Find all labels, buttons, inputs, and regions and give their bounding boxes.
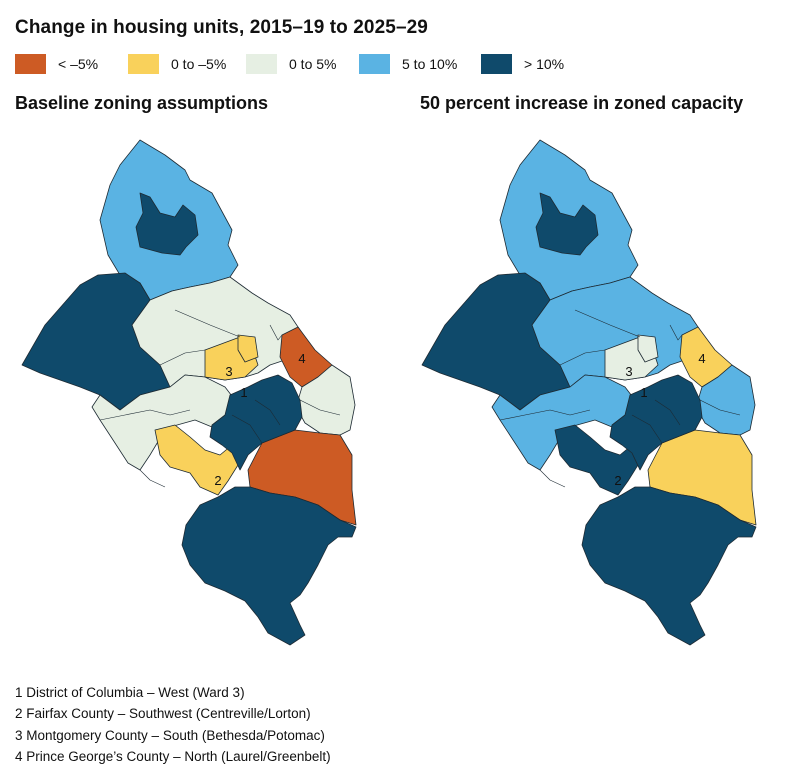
- region-area1: [237, 334, 259, 363]
- region-mid: [131, 276, 301, 388]
- legend-item-lt-minus5: < –5%: [15, 54, 128, 74]
- region-southwest: [491, 374, 636, 471]
- region-north-center: [135, 192, 199, 256]
- marker-1: 1: [640, 385, 647, 400]
- region-south: [181, 486, 357, 646]
- chart-title: Change in housing units, 2015–19 to 2025…: [15, 17, 428, 38]
- region-south: [581, 486, 757, 646]
- marker-1: 1: [240, 385, 247, 400]
- region-north-center: [535, 192, 599, 256]
- legend-swatch-lt-minus5: [15, 54, 46, 74]
- legend-item-0-to-5: 0 to 5%: [246, 54, 359, 74]
- right-map-title: 50 percent increase in zoned capacity: [420, 93, 744, 113]
- region-area2: [154, 424, 239, 496]
- legend-item-0-to-minus5: 0 to –5%: [128, 54, 246, 74]
- right-map: 1 2 3 4: [421, 139, 757, 646]
- note-2: 2 Fairfax County – Southwest (Centrevill…: [15, 706, 311, 722]
- legend: < –5% 0 to –5% 0 to 5% 5 to 10% > 10%: [15, 54, 591, 74]
- marker-2: 2: [214, 473, 221, 488]
- legend-label-0-to-minus5: 0 to –5%: [171, 56, 227, 72]
- footnotes: 1 District of Columbia – West (Ward 3) 2…: [15, 682, 331, 767]
- region-area2: [554, 424, 639, 496]
- legend-label-0-to-5: 0 to 5%: [289, 56, 337, 72]
- region-mid: [531, 276, 701, 388]
- note-4: 4 Prince George’s County – North (Laurel…: [15, 748, 331, 764]
- note-3: 3 Montgomery County – South (Bethesda/Po…: [15, 727, 325, 743]
- marker-2: 2: [614, 473, 621, 488]
- note-1: 1 District of Columbia – West (Ward 3): [15, 685, 245, 700]
- left-map-title: Baseline zoning assumptions: [15, 93, 269, 113]
- region-southwest: [91, 374, 236, 471]
- legend-swatch-0-to-5: [246, 54, 277, 74]
- legend-label-lt-minus5: < –5%: [58, 56, 99, 72]
- left-map: 1 2 3 4: [21, 139, 357, 646]
- legend-swatch-gt-10: [481, 54, 512, 74]
- legend-item-gt-10: > 10%: [481, 54, 591, 74]
- marker-4: 4: [298, 351, 305, 366]
- boundary-lines: [499, 309, 741, 488]
- legend-swatch-0-to-minus5: [128, 54, 159, 74]
- marker-3: 3: [225, 364, 232, 379]
- legend-item-5-to-10: 5 to 10%: [359, 54, 481, 74]
- legend-label-5-to-10: 5 to 10%: [402, 56, 458, 72]
- legend-swatch-5-to-10: [359, 54, 390, 74]
- marker-4: 4: [698, 351, 705, 366]
- marker-3: 3: [625, 364, 632, 379]
- boundary-lines: [99, 309, 341, 488]
- legend-label-gt-10: > 10%: [524, 56, 565, 72]
- region-area1: [637, 334, 659, 363]
